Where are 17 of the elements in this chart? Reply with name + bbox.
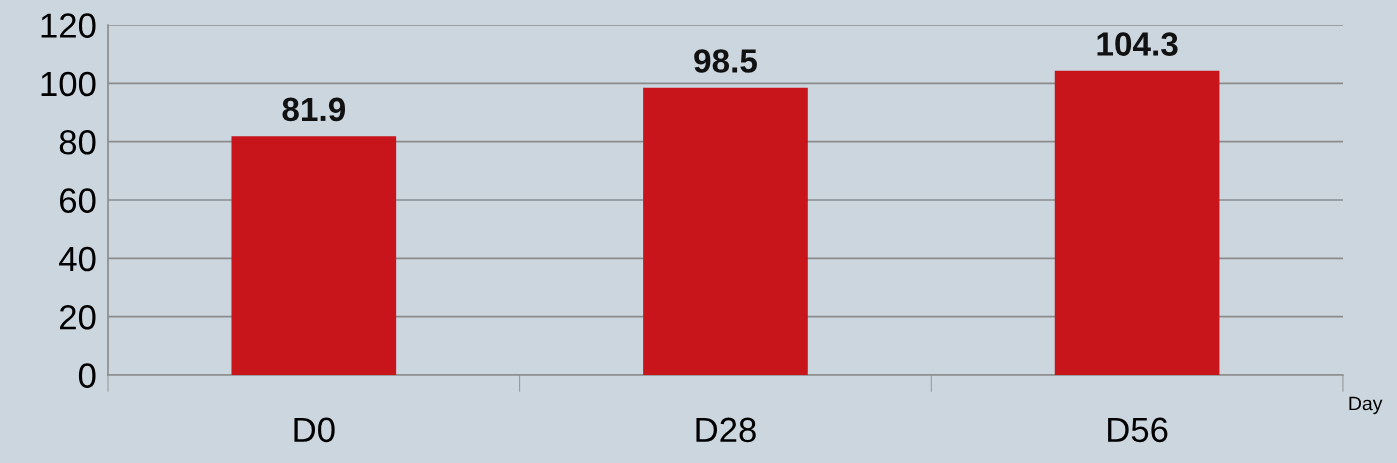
bar: [1054, 70, 1220, 376]
data-label: 81.9: [282, 97, 346, 122]
y-tick-label: 120: [41, 13, 96, 38]
x-axis-title: Day: [1349, 396, 1383, 415]
y-tick-label: 100: [41, 71, 96, 97]
x-tick-label: D0: [294, 417, 335, 443]
y-tick-label: 80: [59, 130, 96, 155]
y-tick-label: 60: [60, 188, 96, 213]
data-label: 104.3: [1097, 32, 1178, 56]
data-label: 98.5: [694, 49, 757, 73]
x-tick-label: D56: [1108, 417, 1168, 443]
y-tick-label: 0: [78, 363, 96, 388]
bar: [643, 87, 808, 376]
x-tick-label: D28: [696, 417, 756, 443]
y-tick-label: 40: [59, 246, 96, 272]
y-tick-label: 20: [60, 305, 96, 330]
bar: [231, 136, 397, 376]
